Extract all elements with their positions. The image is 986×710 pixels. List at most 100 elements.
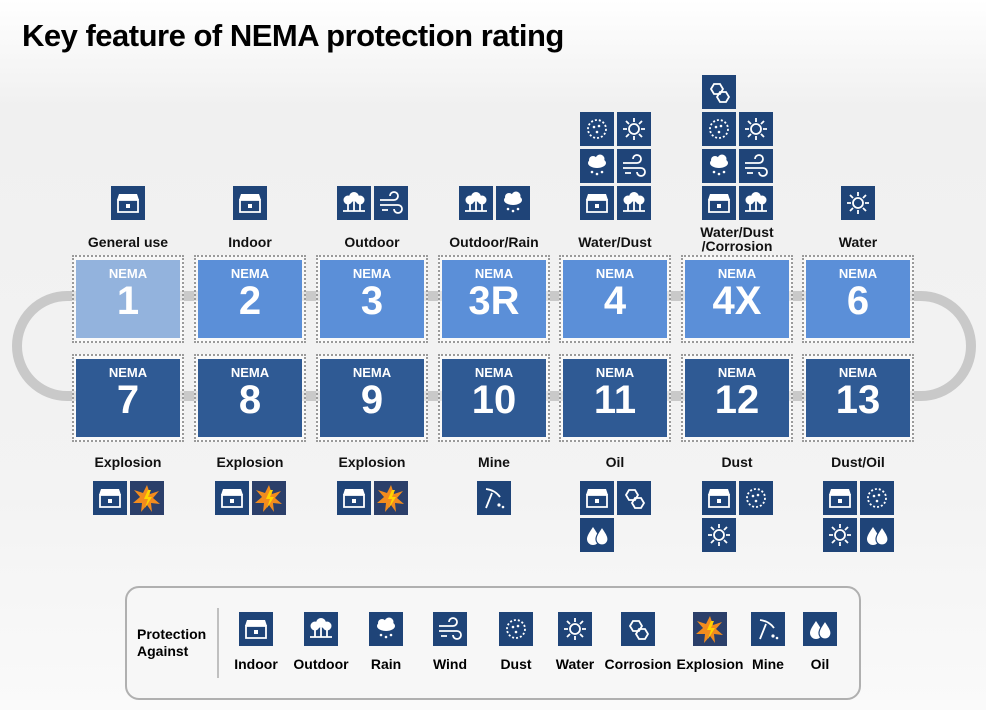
icon-water (841, 186, 875, 220)
rating-label: Water/Dust /Corrosion (700, 224, 774, 254)
rating-label: Explosion (216, 454, 284, 470)
icon-glyph (622, 192, 645, 212)
icon-explosion (693, 612, 727, 646)
icon-glyph (707, 194, 730, 213)
icon-glyph (342, 489, 365, 508)
icon-glyph (379, 191, 403, 214)
icon-glyph (220, 489, 243, 508)
rating-label: Outdoor/Rain (449, 234, 539, 250)
icon-glyph (693, 612, 727, 646)
icon-glyph (709, 154, 728, 176)
icon-glyph (245, 620, 267, 639)
icon-indoor (701, 481, 736, 515)
rating-label: Explosion (94, 454, 162, 470)
icon-glyph (342, 192, 365, 212)
icon-glyph (622, 118, 645, 140)
icon-glyph (707, 489, 730, 508)
legend-label: Explosion (676, 656, 744, 672)
icon-oil (859, 518, 894, 552)
rating-label: Oil (605, 454, 625, 470)
legend-label: Water (555, 656, 595, 672)
icon-glyph (373, 481, 408, 515)
legend-title: Protection Against (137, 626, 207, 659)
rating-card: NEMA 6 (806, 260, 910, 338)
card-badge: NEMA (474, 266, 514, 281)
card-number: 7 (116, 378, 140, 422)
icon-outdoor (336, 186, 371, 220)
icon-dust (499, 612, 533, 646)
icon-glyph (564, 618, 586, 640)
legend-label: Wind (432, 656, 468, 672)
icon-wind (373, 186, 408, 220)
icon-glyph (587, 154, 606, 176)
icon-outdoor (616, 186, 651, 220)
icon-glyph (585, 194, 608, 213)
icon-glyph (866, 488, 887, 508)
rating-card: NEMA 4X (685, 260, 789, 338)
icon-glyph (129, 481, 164, 515)
icon-glyph (310, 618, 332, 638)
icon-indoor (239, 612, 273, 646)
icon-glyph (744, 154, 768, 177)
icon-oil (579, 518, 614, 552)
rating-card: NEMA 4 (563, 260, 667, 338)
icon-indoor (336, 481, 371, 515)
card-number: 12 (714, 378, 760, 422)
icon-dust (579, 112, 614, 146)
icon-glyph (759, 619, 779, 640)
icon-outdoor (738, 186, 773, 220)
icon-corrosion (701, 75, 736, 109)
card-number: 2 (238, 279, 262, 323)
card-badge: NEMA (595, 266, 635, 281)
icon-glyph (464, 192, 487, 212)
icon-indoor (579, 481, 614, 515)
icon-glyph (628, 620, 650, 640)
rating-label: Water/Dust (578, 234, 652, 250)
icon-indoor (214, 481, 249, 515)
card-number: 6 (846, 279, 870, 323)
rating-card: NEMA 7 (76, 359, 180, 437)
icon-glyph (744, 192, 767, 212)
rating-card: NEMA 2 (198, 260, 302, 338)
icon-mine (751, 612, 785, 646)
card-number: 1 (116, 279, 140, 323)
legend-label: Indoor (234, 656, 278, 672)
rating-label: Explosion (338, 454, 406, 470)
icon-dust (738, 481, 773, 515)
icon-glyph (586, 525, 609, 546)
legend-label: Rain (370, 656, 402, 672)
icon-corrosion (616, 481, 651, 515)
icon-wind (616, 149, 651, 183)
icon-glyph (503, 191, 522, 213)
legend-label: Dust (500, 656, 532, 672)
card-badge: NEMA (352, 365, 392, 380)
icon-indoor (579, 186, 614, 220)
card-badge: NEMA (230, 266, 270, 281)
card-number: 9 (360, 378, 384, 422)
icon-indoor (822, 481, 857, 515)
icon-glyph (828, 524, 851, 546)
legend-label: Oil (810, 656, 830, 672)
card-number: 3 (360, 279, 384, 323)
rating-card: NEMA 8 (198, 359, 302, 437)
rating-label: Mine (478, 454, 510, 470)
icon-glyph (744, 118, 767, 140)
icon-glyph (624, 489, 645, 509)
card-badge: NEMA (474, 365, 514, 380)
icon-oil (803, 612, 837, 646)
icon-outdoor (304, 612, 338, 646)
icon-rain (369, 612, 403, 646)
icon-glyph (439, 617, 462, 640)
card-number: 11 (593, 378, 637, 422)
card-badge: NEMA (230, 365, 270, 380)
rating-label: Water (838, 234, 878, 250)
rating-card: NEMA 11 (563, 359, 667, 437)
icon-water (558, 612, 592, 646)
icon-water (701, 518, 736, 552)
card-number: 4X (712, 279, 762, 323)
rating-label: General use (87, 234, 169, 250)
card-number: 3R (468, 279, 520, 323)
icon-glyph (622, 154, 646, 177)
card-badge: NEMA (717, 365, 757, 380)
rating-card: NEMA 3 (320, 260, 424, 338)
